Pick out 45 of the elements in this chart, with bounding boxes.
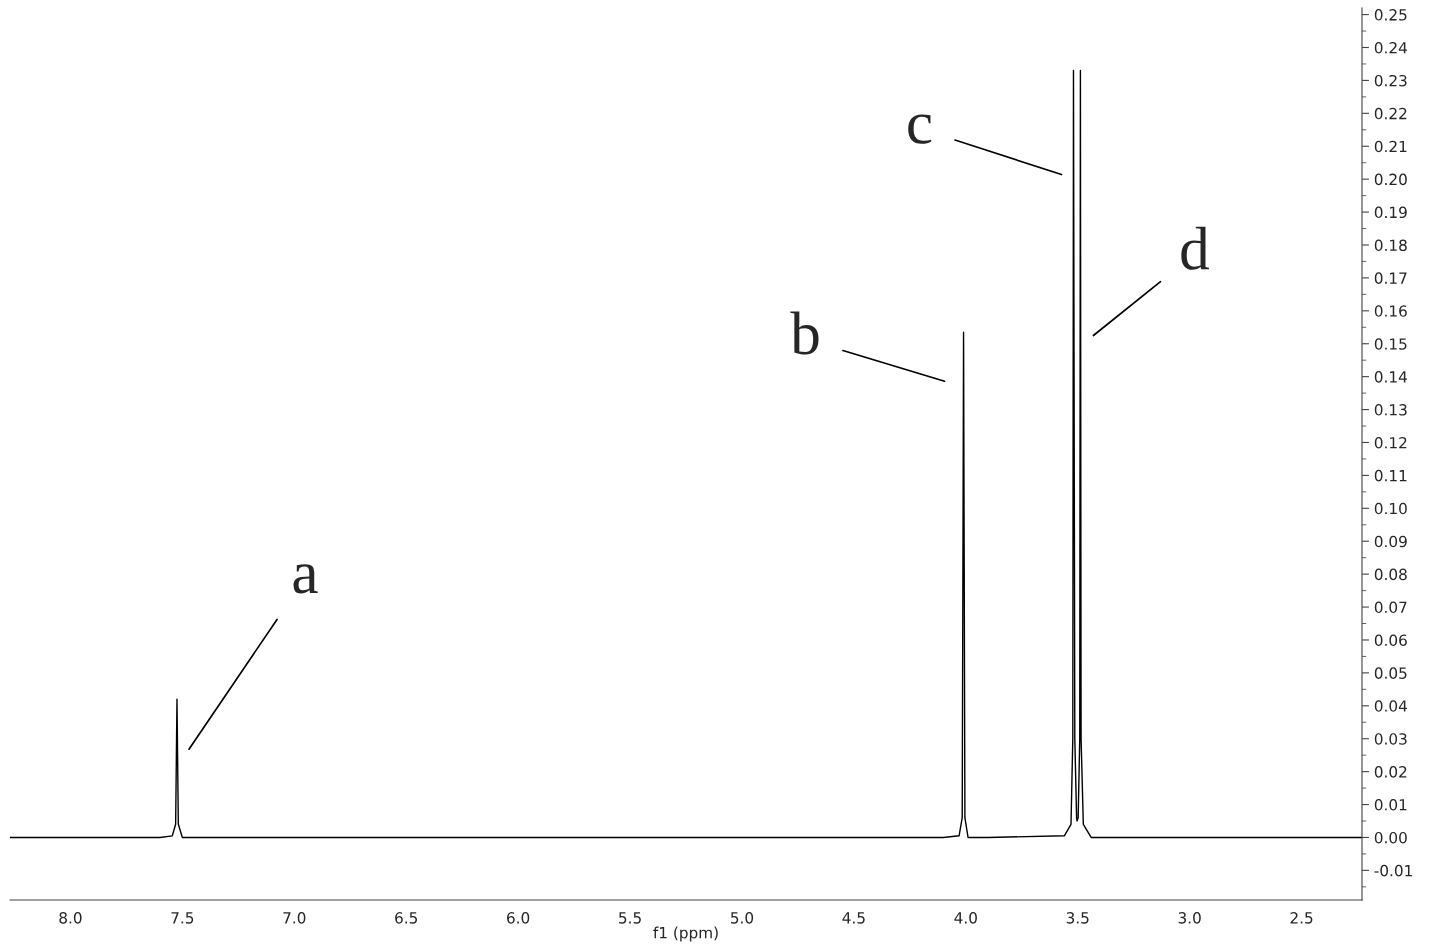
y-tick-label: 0.08 [1374,568,1407,581]
y-tick-label: 0.22 [1374,107,1407,120]
y-tick-label: 0.14 [1374,371,1407,383]
y-tick-label: 0.15 [1374,338,1407,350]
y-tick-label: -0.01 [1374,864,1412,877]
y-tick-label: 0.12 [1374,436,1407,449]
y-tick-label: 0.25 [1374,9,1407,21]
annotation: b [790,311,819,355]
y-tick-label: 0.11 [1374,469,1407,482]
y-tick-label: 0.23 [1374,74,1407,87]
x-tick-label: 2.5 [1290,912,1313,924]
annotation: d [1181,226,1209,270]
y-tick-label: 0.03 [1374,733,1407,745]
y-tick-label: 0.18 [1374,239,1407,252]
y-tick-label: 0.06 [1374,634,1407,646]
y-tick-label: 0.21 [1374,140,1407,153]
y-tick-label: 0.10 [1374,502,1407,515]
x-tick-label: 7.0 [283,912,306,924]
x-axis-title: f1 (ppm) [653,926,718,942]
x-tick-label: 3.0 [1178,912,1201,924]
x-tick-label: 7.5 [171,912,194,924]
y-tick-label: 0.05 [1374,667,1407,679]
x-tick-label: 5.5 [619,912,641,924]
y-tick-label: 0.00 [1374,831,1407,844]
x-tick-label: 4.0 [954,912,977,924]
y-tick-label: 0.17 [1374,272,1407,284]
y-tick-label: 0.24 [1374,41,1407,54]
y-tick-label: 0.16 [1374,305,1407,317]
y-tick-label: 0.01 [1374,799,1407,811]
y-tick-label: 0.20 [1374,173,1407,186]
x-tick-label: 8.0 [59,912,82,924]
annotation: c [908,114,932,144]
x-tick-label: 5.0 [730,912,754,924]
y-tick-label: 0.19 [1374,206,1407,219]
x-tick-label: 3.5 [1066,912,1089,924]
y-tick-label: 0.07 [1374,601,1407,614]
x-tick-label: 6.0 [507,912,530,924]
x-tick-label: 4.5 [842,912,865,924]
y-tick-label: 0.09 [1374,535,1407,548]
y-tick-label: 0.02 [1374,766,1407,778]
annotation: a [293,564,318,594]
x-tick-label: 6.5 [395,912,418,924]
y-tick-label: 0.04 [1374,700,1407,712]
y-tick-label: 0.13 [1374,404,1407,416]
line-series [10,69,1362,839]
